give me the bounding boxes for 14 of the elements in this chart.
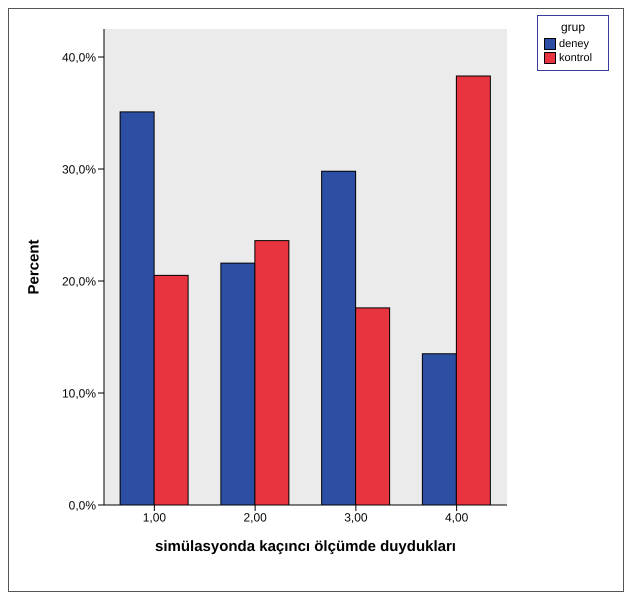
x-tick-label: 4,00 bbox=[444, 510, 469, 525]
y-tick-label: 40,0% bbox=[62, 50, 96, 64]
y-tick-label: 30,0% bbox=[62, 162, 96, 176]
x-tick-label: 3,00 bbox=[344, 510, 368, 525]
y-axis-title: Percent bbox=[25, 239, 42, 295]
y-tick-label: 0,0% bbox=[68, 498, 96, 512]
x-tick-label: 2,00 bbox=[243, 510, 268, 525]
y-tick-label: 20,0% bbox=[62, 274, 96, 288]
x-axis-title: simülasyonda kaçıncı ölçümde duydukları bbox=[155, 538, 456, 555]
y-tick-label: 10,0% bbox=[62, 386, 96, 400]
legend-title: grup bbox=[560, 20, 586, 34]
legend-label: kontrol bbox=[559, 52, 592, 64]
legend-label: deney bbox=[559, 38, 589, 50]
x-tick-label: 1,00 bbox=[142, 510, 166, 525]
